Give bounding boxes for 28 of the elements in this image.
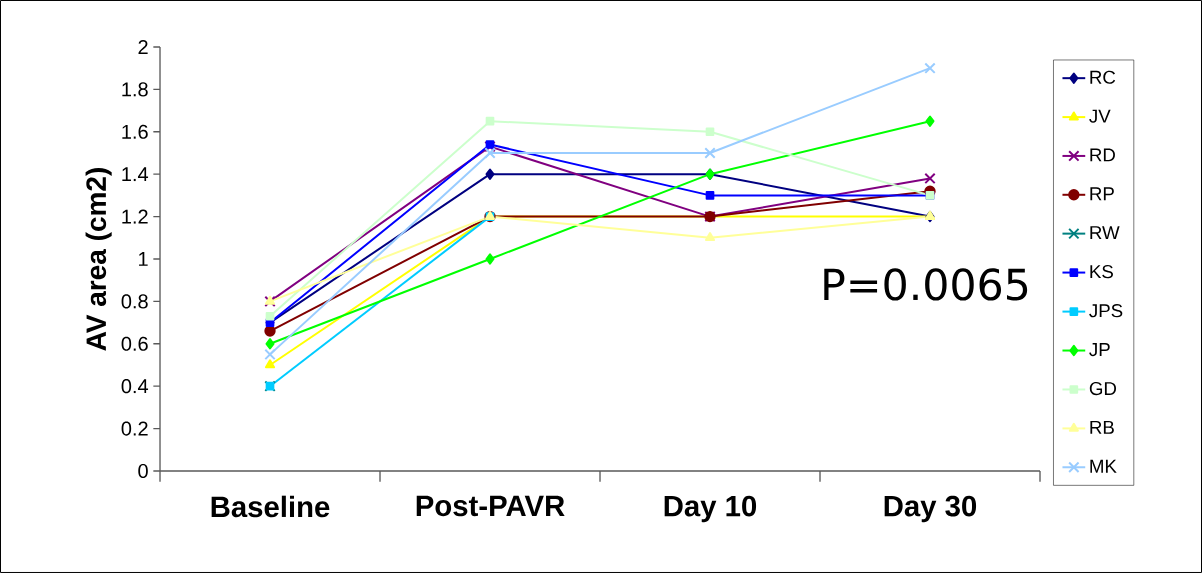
legend-label: RP bbox=[1090, 187, 1114, 201]
legend-label: GD bbox=[1089, 381, 1117, 396]
y-tick-label: 0.6 bbox=[121, 336, 148, 351]
legend-label: JV bbox=[1089, 109, 1111, 123]
y-tick-label: 1.8 bbox=[122, 82, 148, 97]
y-tick-label: 0 bbox=[138, 463, 148, 479]
x-tick-label: Baseline bbox=[211, 495, 330, 518]
x-tick-label: Day 10 bbox=[664, 495, 757, 523]
legend-label: RB bbox=[1090, 420, 1114, 434]
y-tick-label: 0.4 bbox=[121, 379, 149, 394]
legend-label: JPS bbox=[1089, 304, 1123, 318]
y-tick-label: 2 bbox=[138, 40, 148, 54]
legend-label: MK bbox=[1090, 459, 1117, 473]
annotation: P=0.0065 bbox=[824, 268, 1028, 301]
legend-label: RD bbox=[1090, 148, 1115, 162]
y-axis-title: AV area (cm2) bbox=[85, 168, 112, 351]
x-tick-label: Day 30 bbox=[884, 495, 977, 523]
y-tick-label: 1.6 bbox=[122, 124, 148, 139]
y-tick-label: 1.2 bbox=[122, 209, 148, 224]
legend-label: RC bbox=[1090, 70, 1116, 84]
legend-label: RW bbox=[1090, 226, 1120, 240]
x-tick-label: Post-PAVR bbox=[416, 495, 565, 517]
y-tick-label: 0.8 bbox=[121, 294, 148, 309]
y-tick-label: 1 bbox=[139, 252, 148, 266]
legend-label: JP bbox=[1089, 343, 1110, 357]
legend-label: KS bbox=[1090, 265, 1113, 279]
y-tick-label: 1.4 bbox=[122, 167, 149, 182]
y-tick-label: 0.2 bbox=[121, 421, 148, 436]
